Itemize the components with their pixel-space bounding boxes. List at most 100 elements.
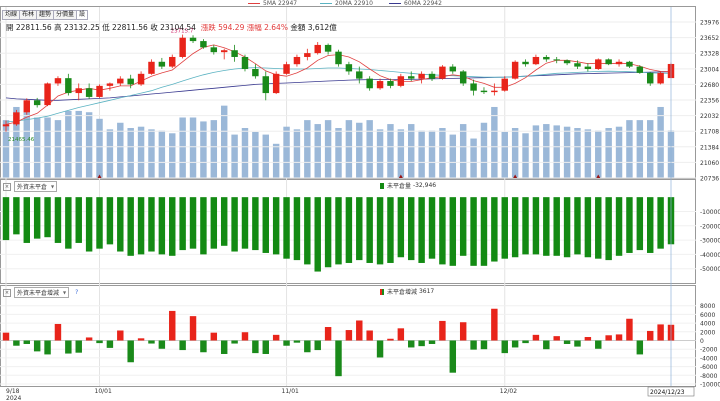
- delta-bar: [293, 340, 301, 343]
- tab-trend[interactable]: 趨勢: [36, 10, 55, 20]
- volume-bar: [376, 129, 384, 178]
- volume-bar: [241, 128, 249, 178]
- high-value: 23132.25: [63, 23, 100, 32]
- oi-bar: [23, 197, 31, 243]
- panel2-header: × 外資未平倉 ▼: [3, 181, 58, 192]
- panel3-select[interactable]: 外資未平倉增減 ▼: [14, 287, 70, 298]
- candle-body: [335, 51, 342, 65]
- amount-label: 金額: [290, 23, 306, 32]
- volume-bar: [65, 110, 72, 178]
- volume-bar: [408, 124, 415, 178]
- event-marker-icon: [398, 174, 403, 178]
- volume-bar: [283, 126, 290, 178]
- panel2-select[interactable]: 外資未平倉 ▼: [14, 181, 58, 192]
- price-tick-label: 23328: [700, 51, 719, 58]
- oi-bar: [470, 197, 477, 266]
- candle-body: [324, 44, 332, 52]
- candle-body: [345, 64, 353, 72]
- volume-bar: [324, 120, 332, 178]
- delta-bar: [283, 340, 290, 346]
- volume-bar: [449, 134, 457, 178]
- delta-bar: [33, 340, 41, 352]
- legend-ma5: 5MA 22947: [248, 0, 297, 7]
- candle-body: [418, 73, 425, 79]
- candle-body: [626, 61, 633, 67]
- oi-bar: [605, 197, 612, 261]
- volume-bar: [636, 120, 644, 178]
- oi-bar: [75, 197, 82, 243]
- candle-body: [605, 59, 612, 65]
- delta-tick-label: -2000: [700, 347, 718, 354]
- oi-swatch: [380, 182, 384, 189]
- candle-body: [23, 100, 31, 113]
- oi-bar: [54, 197, 62, 243]
- candle-body: [532, 56, 540, 65]
- tab-settings[interactable]: 設: [76, 10, 89, 20]
- tab-bollinger[interactable]: 布林: [19, 10, 38, 20]
- volume-bar: [75, 110, 82, 178]
- volume-bar: [304, 120, 311, 178]
- open-label: 開: [6, 23, 14, 32]
- close-icon[interactable]: ×: [3, 182, 11, 191]
- legend-ma20: 20MA 22910: [320, 0, 373, 7]
- tab-volume-profile[interactable]: 分價量: [53, 10, 78, 20]
- volume-bar: [137, 126, 145, 178]
- volume-bar: [605, 128, 612, 178]
- candle-body: [522, 61, 529, 65]
- candle-body: [553, 59, 560, 61]
- delta-bar: [23, 340, 31, 344]
- delta-bar: [626, 318, 633, 341]
- delta-tick-label: 6000: [700, 312, 715, 319]
- oi-bar: [522, 197, 529, 255]
- tab-ma[interactable]: 均線: [2, 10, 21, 20]
- ma5-swatch: [248, 3, 260, 4]
- oi-bar: [376, 197, 384, 265]
- close-icon[interactable]: ×: [3, 288, 11, 297]
- oi-bar: [262, 197, 269, 253]
- volume-bar: [470, 138, 477, 178]
- candle-body: [54, 78, 62, 84]
- close-value: 23104.54: [160, 23, 196, 32]
- candle-body: [179, 37, 186, 57]
- low-value: 22811.56: [112, 23, 148, 32]
- delta-bar: [595, 340, 602, 349]
- delta-bar: [304, 340, 311, 353]
- delta-bar: [657, 324, 664, 341]
- delta-bar: [324, 327, 332, 341]
- delta-bar: [646, 330, 654, 341]
- oi-bar: [65, 197, 72, 249]
- delta-panel-frame: [0, 285, 696, 387]
- candle-body: [210, 47, 218, 53]
- oi-bar: [532, 197, 540, 255]
- volume-bar: [262, 134, 269, 178]
- delta-bar: [636, 340, 644, 355]
- candle-body: [189, 37, 197, 42]
- legend-ma60-label: 60MA 22942: [404, 0, 442, 7]
- volume-bar: [418, 130, 425, 178]
- high-label: 高: [54, 23, 62, 32]
- candle-body: [439, 66, 446, 79]
- candle-body: [376, 81, 384, 89]
- volume-bar: [480, 122, 488, 178]
- change-value: 594.29: [218, 23, 245, 32]
- oi-bar: [293, 197, 301, 261]
- candle-body: [200, 41, 207, 48]
- candle-body: [283, 64, 290, 74]
- candle-body: [231, 50, 238, 57]
- volume-bar: [335, 128, 342, 178]
- candle-body: [252, 69, 259, 77]
- oi-bar: [231, 197, 238, 252]
- close-label: 收: [150, 23, 158, 32]
- volume-bar: [44, 117, 51, 178]
- delta-bar: [449, 340, 457, 373]
- delta-tick-label: 4000: [700, 321, 715, 328]
- oi-bar: [272, 197, 280, 255]
- candle-body: [75, 88, 82, 94]
- help-icon[interactable]: ?: [75, 289, 79, 296]
- delta-bar: [137, 338, 145, 341]
- change-label: 漲跌: [200, 23, 216, 32]
- volume-bar: [356, 122, 363, 178]
- oi-bar: [563, 197, 571, 258]
- oi-bar: [127, 197, 134, 256]
